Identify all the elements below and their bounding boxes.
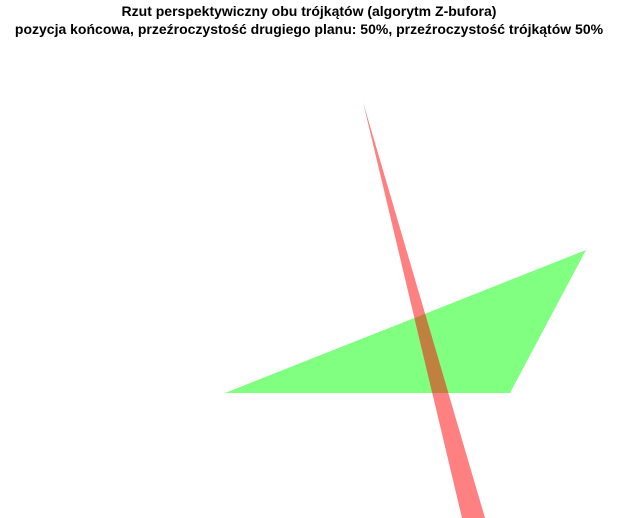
figure-title: Rzut perspektywiczny obu trójkątów (algo… (0, 2, 618, 38)
red-triangle (363, 102, 485, 518)
title-line-2: pozycja końcowa, przeźroczystość drugieg… (14, 21, 604, 37)
title-line-1: Rzut perspektywiczny obu trójkątów (algo… (121, 3, 497, 19)
green-triangle (225, 250, 586, 393)
